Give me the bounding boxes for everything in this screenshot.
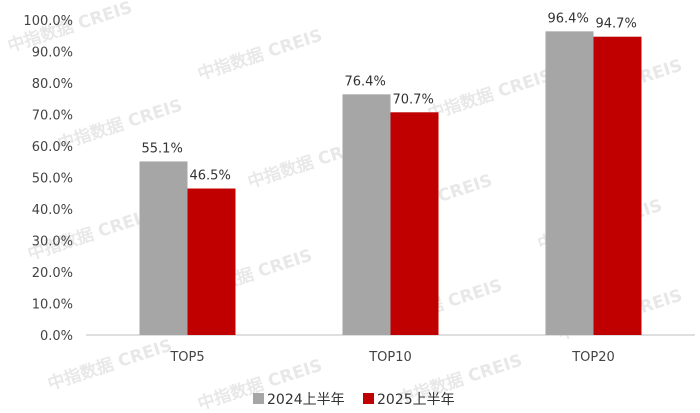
y-tick-label: 100.0% xyxy=(23,14,73,29)
bar xyxy=(545,31,594,336)
y-tick-label: 40.0% xyxy=(32,203,73,218)
y-tick-label: 60.0% xyxy=(32,140,73,155)
y-tick-label: 90.0% xyxy=(32,46,73,61)
y-tick-label: 10.0% xyxy=(32,298,73,313)
data-label: 76.4% xyxy=(345,74,386,89)
legend-swatch xyxy=(253,393,264,404)
x-tick-label: TOP10 xyxy=(368,350,412,365)
legend-swatch xyxy=(363,393,374,404)
data-label: 94.7% xyxy=(596,17,637,32)
data-labels: 55.1% 46.5% 76.4% 70.7% 96.4% 94.7% xyxy=(142,11,637,183)
data-label: 70.7% xyxy=(393,92,434,107)
legend-label: 2025上半年 xyxy=(377,392,455,408)
y-tick-label: 30.0% xyxy=(32,235,73,250)
legend-label: 2024上半年 xyxy=(267,392,345,408)
bar xyxy=(342,94,391,335)
y-tick-label: 0.0% xyxy=(40,329,73,344)
y-tick-label: 70.0% xyxy=(32,109,73,124)
x-tick-label: TOP20 xyxy=(571,350,615,365)
bar xyxy=(139,161,188,335)
data-label: 96.4% xyxy=(548,11,589,26)
watermark-text: 中指数据 CREIS xyxy=(195,25,325,85)
data-label: 55.1% xyxy=(142,141,183,156)
data-label: 46.5% xyxy=(190,169,231,184)
y-tick-label: 50.0% xyxy=(32,172,73,187)
y-tick-label: 20.0% xyxy=(32,266,73,281)
bar xyxy=(390,112,439,335)
bars xyxy=(139,31,642,336)
bar xyxy=(593,36,642,335)
x-tick-label: TOP5 xyxy=(169,350,204,365)
watermark-text: 中指数据 CREIS xyxy=(425,65,555,125)
x-axis: TOP5 TOP10 TOP20 xyxy=(169,350,614,365)
y-tick-label: 80.0% xyxy=(32,77,73,92)
bar xyxy=(187,188,236,335)
legend: 2024上半年 2025上半年 xyxy=(253,392,455,408)
